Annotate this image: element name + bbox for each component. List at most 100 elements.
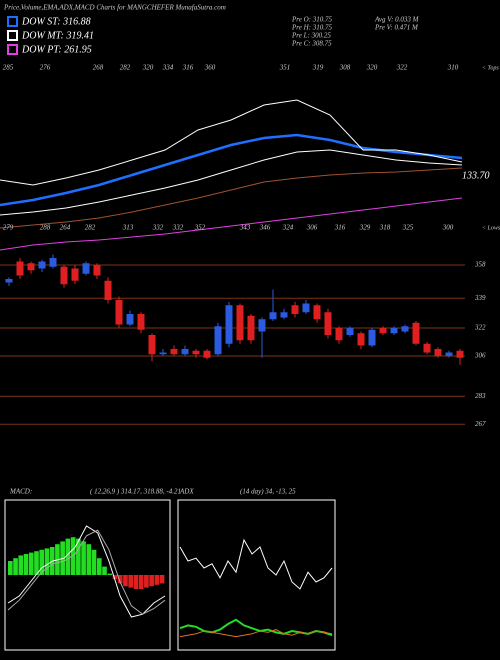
candle-body [368, 329, 376, 346]
info-text: Pre L: 300.25 [291, 32, 331, 40]
bottom-label: 332 [152, 224, 164, 232]
candle-body [38, 261, 46, 269]
candle-body [236, 305, 244, 341]
candle-body [71, 268, 79, 281]
candle-body [126, 314, 134, 325]
bottom-label: 300 [442, 224, 454, 232]
top-label: 268 [93, 64, 104, 72]
bottom-label: 279 [3, 224, 14, 232]
candle-body [291, 305, 299, 314]
candle-body [346, 328, 354, 335]
candle-body [434, 349, 442, 356]
candle-body [27, 263, 35, 271]
annotation: < Tops [482, 65, 499, 71]
candle-body [16, 261, 24, 276]
y-tick-label: 358 [474, 261, 486, 269]
candle-body [148, 335, 156, 355]
info-text: Pre H: 310.75 [291, 24, 332, 32]
info-text: Pre C: 308.75 [291, 40, 332, 48]
top-label: 276 [40, 64, 51, 72]
histogram-bar [91, 549, 97, 575]
candle-body [313, 305, 321, 320]
candle-body [181, 349, 189, 355]
ema-line [0, 149, 463, 216]
legend-label: DOW ST: 316.88 [21, 16, 91, 27]
histogram-bar [18, 555, 24, 575]
histogram-bar [123, 575, 128, 587]
candle-body [401, 326, 409, 332]
candle-body [170, 349, 178, 355]
y-tick-label: 322 [474, 324, 486, 332]
bottom-label: 324 [282, 224, 294, 232]
candle-body [269, 312, 277, 320]
candle-body [412, 322, 420, 344]
top-label: 282 [120, 64, 131, 72]
top-label: 334 [162, 64, 174, 72]
adx-subtitle: (14 day) 34, -13, 25 [240, 488, 296, 496]
histogram-bar [107, 573, 113, 575]
y-tick-label: 339 [474, 294, 486, 302]
legend-swatch [7, 44, 18, 55]
annotation: 133.70 [462, 170, 490, 181]
candle-body [357, 333, 365, 346]
histogram-bar [117, 575, 123, 584]
candle-body [280, 312, 288, 318]
candle-body [335, 328, 343, 341]
bottom-label: 318 [379, 224, 391, 232]
top-label: 360 [204, 64, 216, 72]
candle-body [159, 352, 167, 355]
candle-body [379, 328, 387, 334]
candle-body [137, 314, 145, 330]
bottom-label: 316 [334, 224, 346, 232]
macd-line [7, 525, 166, 618]
top-label: 316 [182, 64, 194, 72]
histogram-bar [28, 552, 34, 575]
legend-swatch [7, 16, 18, 27]
histogram-bar [128, 575, 133, 588]
candle-body [214, 326, 222, 355]
bottom-label: 306 [306, 224, 318, 232]
candle-body [258, 319, 266, 332]
adx-line [179, 629, 333, 638]
adx-title: ADX [179, 488, 194, 496]
candle-body [5, 279, 13, 283]
y-tick-label: 283 [475, 392, 486, 400]
ema-line [0, 133, 463, 207]
bottom-label: 288 [40, 224, 51, 232]
candle-body [192, 350, 200, 355]
top-label: 308 [339, 64, 351, 72]
top-label: 319 [312, 64, 324, 72]
page-title: Price,Volume,EMA,ADX,MACD Charts for MAN… [3, 4, 226, 12]
candle-body [49, 258, 57, 267]
histogram-bar [159, 575, 165, 584]
candle-body [324, 312, 332, 335]
histogram-bar [149, 575, 154, 587]
histogram-bar [65, 538, 71, 575]
bottom-label: 343 [239, 224, 251, 232]
candle-body [104, 280, 112, 300]
candle-body [247, 315, 255, 341]
histogram-bar [102, 566, 107, 575]
histogram-bar [144, 575, 149, 588]
macd-panel [4, 499, 171, 651]
info-text: Pre V: 0.471 M [374, 24, 419, 32]
histogram-bar [81, 541, 86, 575]
y-tick-label: 306 [474, 352, 486, 360]
bottom-label: 329 [359, 224, 371, 232]
bottom-label: 264 [60, 224, 71, 232]
top-label: 320 [142, 64, 154, 72]
annotation: < Lows [482, 225, 500, 231]
legend-label: DOW MT: 319.41 [21, 30, 94, 41]
candle-body [82, 263, 90, 274]
legend-label: DOW PT: 261.95 [21, 44, 92, 55]
histogram-bar [138, 575, 144, 589]
histogram-bar [154, 575, 160, 585]
ema-line [0, 197, 463, 251]
candle-body [302, 303, 310, 313]
candle-body [115, 300, 123, 325]
adx-line [179, 538, 333, 590]
histogram-bar [13, 558, 18, 575]
legend-swatch [7, 30, 18, 41]
